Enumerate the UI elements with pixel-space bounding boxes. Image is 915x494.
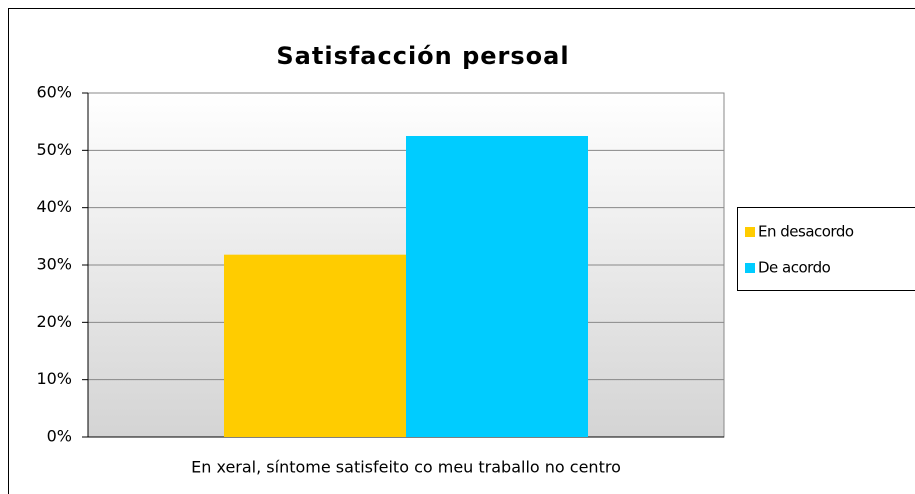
legend-swatch [745, 227, 755, 237]
y-tick-label: 50% [36, 140, 72, 159]
legend-label: De acordo [758, 259, 831, 277]
y-tick-label: 30% [36, 255, 72, 274]
bar [406, 136, 588, 437]
chart-title: Satisfacción persoal [276, 42, 569, 70]
y-tick-label: 10% [36, 369, 72, 388]
legend [737, 207, 915, 291]
legend-swatch [745, 263, 755, 273]
legend-label: En desacordo [758, 223, 854, 241]
bar [224, 254, 406, 437]
y-tick-label: 60% [36, 83, 72, 102]
y-tick-label: 40% [36, 197, 72, 216]
x-tick-label: En xeral, síntome satisfeito co meu trab… [191, 458, 621, 477]
y-tick-label: 0% [47, 427, 72, 446]
y-tick-label: 20% [36, 312, 72, 331]
